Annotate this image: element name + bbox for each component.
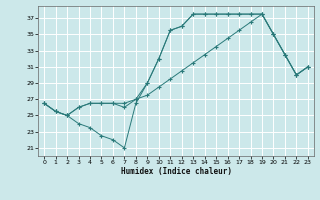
X-axis label: Humidex (Indice chaleur): Humidex (Indice chaleur) <box>121 167 231 176</box>
